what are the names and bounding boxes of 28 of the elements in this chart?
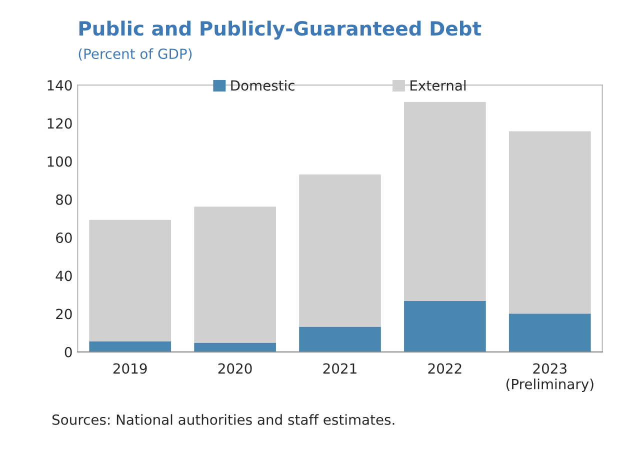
bar bbox=[508, 131, 591, 314]
y-tick-label: 20 bbox=[56, 308, 72, 320]
bar bbox=[194, 206, 276, 343]
bar bbox=[299, 326, 381, 352]
bar bbox=[404, 300, 486, 352]
x-tick-label: 2019 bbox=[113, 363, 147, 374]
y-tick-label: 0 bbox=[64, 346, 72, 358]
legend-label: Domestic bbox=[231, 80, 294, 91]
chart-title: Public and Publicly-Guaranteed Debt bbox=[79, 20, 482, 40]
y-tick-label: 80 bbox=[56, 194, 72, 205]
bar bbox=[194, 342, 276, 352]
chart-subtitle: (Percent of GDP) bbox=[78, 48, 192, 61]
bar bbox=[89, 220, 172, 342]
bar bbox=[508, 314, 591, 352]
x-tick-label: 2020 bbox=[218, 363, 252, 374]
x-tick-label: 2022 bbox=[428, 363, 462, 374]
y-tick-label: 100 bbox=[48, 156, 72, 167]
source-note: Sources: National authorities and staff estimates. bbox=[52, 414, 394, 425]
y-tick-label: 40 bbox=[56, 270, 72, 282]
bar bbox=[299, 174, 381, 327]
y-tick-label: 60 bbox=[56, 232, 72, 244]
y-tick-label: 120 bbox=[48, 118, 72, 129]
legend-label: External bbox=[410, 80, 466, 91]
y-tick-label: 140 bbox=[48, 80, 72, 91]
x-tick-label: 2021 bbox=[323, 363, 356, 374]
bar bbox=[89, 341, 172, 352]
bar bbox=[404, 102, 486, 301]
x-tick-label: 2023 (Preliminary) bbox=[506, 363, 594, 392]
